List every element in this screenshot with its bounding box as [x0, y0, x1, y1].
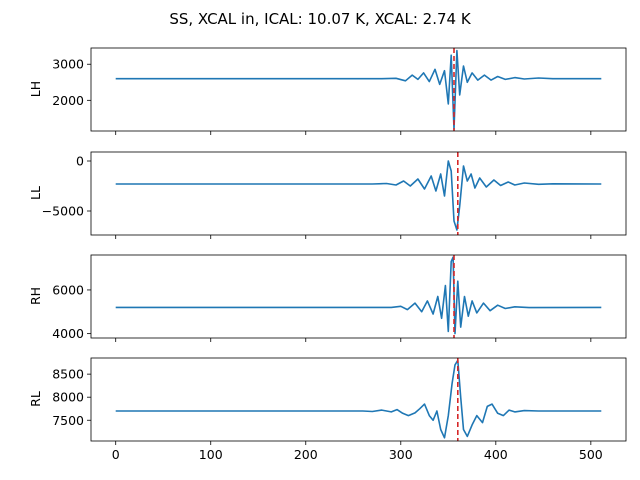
y-tick-label-rh: 6000	[52, 282, 84, 297]
series-line-ll	[115, 160, 602, 231]
panel-rh: RH 4000 6000	[28, 254, 627, 342]
series-line-lh	[115, 49, 602, 130]
y-tick-label-rl: 8500	[52, 367, 84, 382]
y-tick-label-ll: −5000	[42, 204, 84, 219]
y-tick-label-rh: 4000	[52, 326, 84, 341]
plot-area-ll	[91, 152, 626, 235]
y-axis-label-ll: LL	[28, 186, 43, 200]
x-tick-label: 400	[484, 447, 508, 462]
x-tick-label: 100	[199, 447, 223, 462]
chart-title: SS, XCAL in, ICAL: 10.07 K, XCAL: 2.74 K	[169, 10, 472, 28]
plot-area-rl	[91, 358, 626, 441]
axes-frame-ll	[90, 151, 627, 236]
y-tick-label-rl: 8000	[52, 390, 84, 405]
panel-lh: LH 2000 3000	[28, 47, 627, 135]
y-tick-label-ll: 0	[76, 154, 84, 169]
x-tick-label: 200	[294, 447, 318, 462]
plot-area-rh	[91, 255, 626, 338]
panel-rl: RL 7500 8000 8500 0 100 200 300 400 500	[28, 357, 627, 462]
y-tick-label-rl: 7500	[52, 413, 84, 428]
plot-area-lh	[91, 48, 626, 131]
x-tick-label: 500	[579, 447, 603, 462]
y-tick-label-lh: 2000	[52, 93, 84, 108]
axes-frame-rl	[90, 357, 627, 442]
y-axis-label-lh: LH	[28, 81, 43, 97]
y-tick-label-lh: 3000	[52, 57, 84, 72]
axes-frame-lh	[90, 47, 627, 132]
y-axis-label-rh: RH	[28, 287, 43, 305]
y-axis-label-rl: RL	[28, 391, 43, 407]
axes-frame-rh	[90, 254, 627, 339]
x-tick-label: 300	[389, 447, 413, 462]
x-tick-label: 0	[112, 447, 120, 462]
panel-ll: LL −5000 0	[28, 151, 627, 239]
series-line-rl	[115, 359, 602, 439]
